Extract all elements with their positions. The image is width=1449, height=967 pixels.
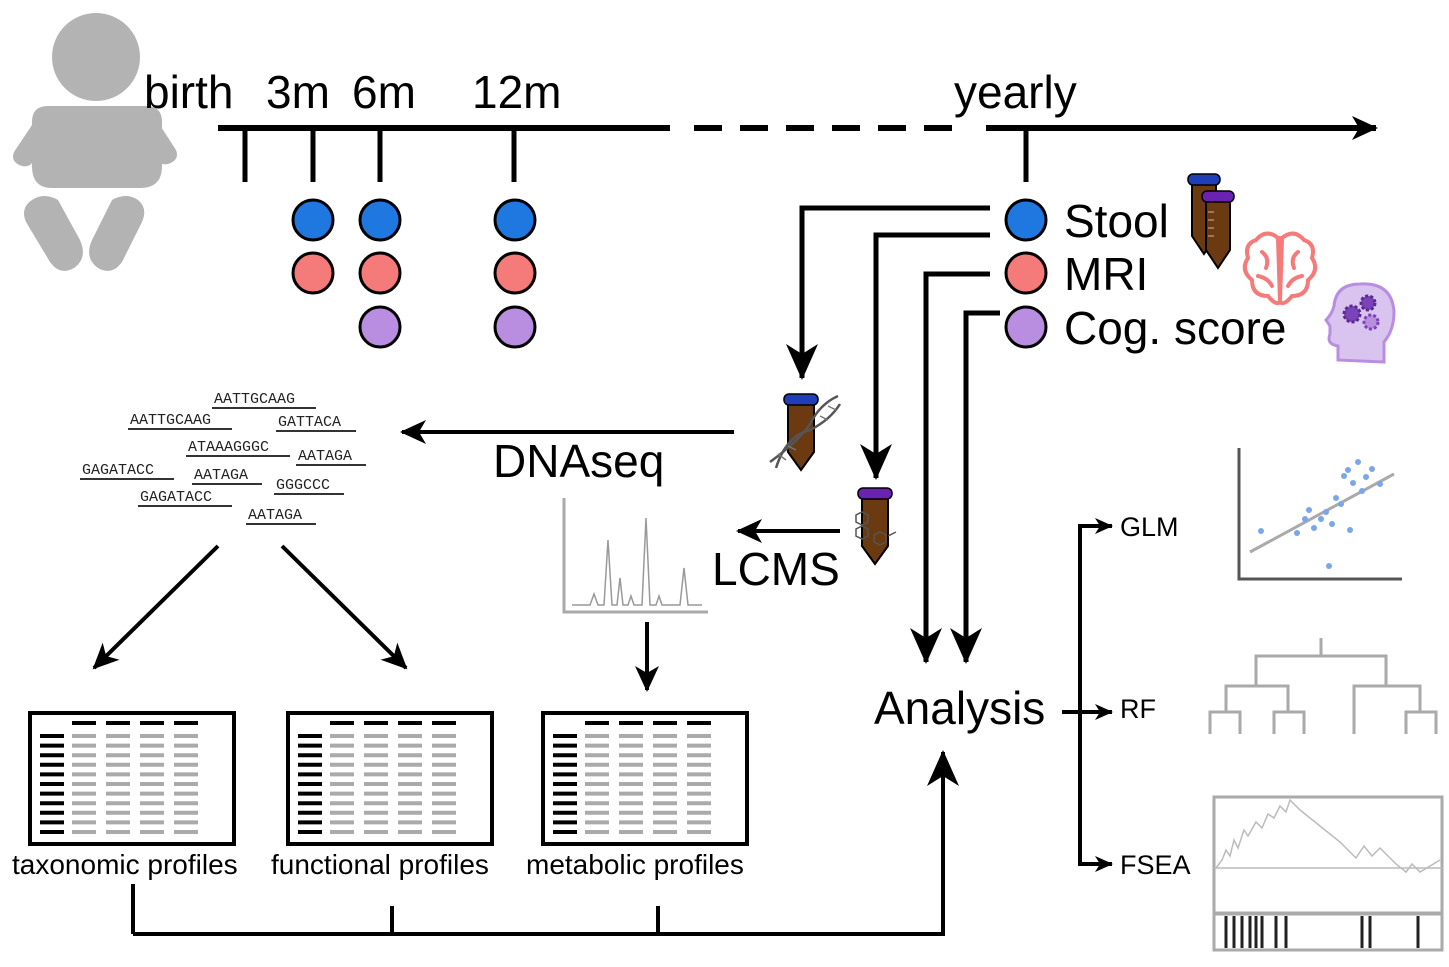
brain-icon	[1242, 231, 1318, 306]
sequence-reads: AATTGCAAG AATTGCAAG GATTACA ATAAAGGGC AA…	[80, 391, 366, 525]
sample-dots	[291, 198, 1048, 349]
analysis-branch-arrows	[1062, 518, 1113, 872]
dendrogram-icon	[1208, 638, 1438, 734]
timeline-label-birth: birth	[144, 66, 233, 118]
stool-dot	[1004, 198, 1048, 242]
table-icon	[541, 711, 749, 846]
lcms-label: LCMS	[712, 543, 840, 595]
dnaseq-label: DNAseq	[493, 435, 664, 487]
dna-tube-icon	[769, 393, 842, 472]
baby-icon	[13, 13, 177, 271]
timeline-label-6m: 6m	[352, 66, 416, 118]
metabolic-profiles-label: metabolic profiles	[526, 849, 744, 880]
head-gears-icon	[1324, 282, 1396, 364]
metabolite-tube-icon	[855, 487, 897, 566]
mri-dot	[493, 251, 537, 295]
sequence-read: AATAGA	[194, 467, 248, 484]
sequence-read: AATTGCAAG	[214, 391, 295, 408]
timeline-label-12m: 12m	[472, 66, 561, 118]
sequence-read: AATTGCAAG	[130, 412, 211, 429]
chromatogram-icon	[562, 498, 708, 614]
timeline-label-3m: 3m	[266, 66, 330, 118]
legend-mri-label: MRI	[1064, 248, 1148, 300]
cog-dot	[1004, 305, 1048, 349]
timeline: birth 3m 6m 12m yearly	[144, 66, 1378, 182]
sequence-read: GAGATACC	[140, 489, 212, 506]
enrichment-plot-icon	[1212, 795, 1444, 952]
sequence-read: AATAGA	[248, 507, 302, 524]
table-icon	[28, 711, 236, 846]
scatter-plot-icon	[1237, 448, 1402, 581]
rf-label: RF	[1120, 694, 1156, 724]
fsea-label: FSEA	[1120, 850, 1191, 880]
sequence-read: ATAAAGGGC	[188, 439, 269, 456]
sample-routing-arrows	[786, 205, 1000, 664]
stool-dot	[291, 198, 335, 242]
stool-dot	[493, 198, 537, 242]
reads-to-functional-arrow	[280, 544, 408, 670]
timeline-label-yearly: yearly	[954, 66, 1077, 118]
taxonomic-profiles-label: taxonomic profiles	[12, 849, 238, 880]
legend-cog-label: Cog. score	[1064, 302, 1286, 354]
sequence-read: AATAGA	[298, 448, 352, 465]
mri-dot	[358, 251, 402, 295]
mri-dot	[1004, 251, 1048, 295]
table-icon	[286, 711, 494, 846]
sequence-read: GATTACA	[278, 414, 341, 431]
glm-label: GLM	[1120, 512, 1179, 542]
cog-dot	[493, 305, 537, 349]
reads-to-taxonomic-arrow	[92, 544, 220, 670]
sequence-read: GAGATACC	[82, 462, 154, 479]
cog-dot	[358, 305, 402, 349]
functional-profiles-label: functional profiles	[271, 849, 489, 880]
analysis-label: Analysis	[874, 682, 1045, 734]
stool-dot	[358, 198, 402, 242]
stool-tubes-icon	[1187, 173, 1235, 270]
legend-stool-label: Stool	[1064, 195, 1169, 247]
sequence-read: GGGCCC	[276, 477, 330, 494]
profiles-to-analysis-connector	[131, 750, 959, 936]
mri-dot	[291, 251, 335, 295]
